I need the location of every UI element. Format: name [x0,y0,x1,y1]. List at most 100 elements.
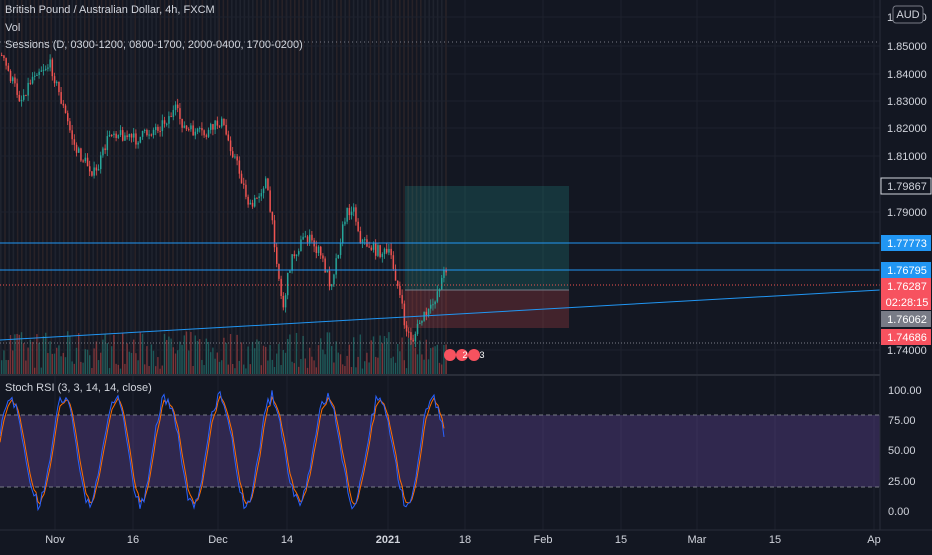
price-tag-label: 1.74686 [887,332,927,344]
candle-body [401,295,403,304]
session-stripe [340,0,342,375]
flag-icon[interactable] [444,349,456,361]
trend-line[interactable] [0,289,881,341]
candle-body [278,263,280,279]
candle-body [251,202,254,207]
candle-body [357,221,359,232]
volume-bar [392,356,394,375]
candle-body [181,118,183,128]
volume-bar [309,347,311,375]
session-stripe [382,0,384,375]
candle-body [64,105,67,114]
session-stripe [63,0,65,375]
stoch-rsi-legend[interactable]: Stoch RSI (3, 3, 14, 14, close) [5,382,152,394]
grid-lines [0,0,880,530]
session-stripe [428,0,430,375]
volume-bar [170,338,172,375]
flag-icon[interactable] [468,349,480,361]
volume-bar [78,333,80,375]
session-stripe [222,0,225,375]
candle-body [71,130,73,140]
session-stripe [117,0,120,375]
volume-bar [203,365,205,375]
candle-body [192,125,194,136]
candle-body [113,133,115,136]
candle-body [361,239,364,243]
sessions-legend[interactable]: Sessions (D, 0300-1200, 0800-1700, 2000-… [5,39,303,51]
candle-body [148,134,150,136]
price-tags: 1.79867 1.77773 1.76795 1.76287 02:28:15 1.76… [880,177,932,345]
candle-body [194,131,197,136]
candle-body [280,278,282,296]
rsi-tick-label: 50.00 [888,445,916,457]
volume-bar [366,352,368,375]
long-position-profit-zone[interactable] [405,186,569,290]
candle-body [155,126,157,130]
price-tick-label: 1.84000 [887,69,927,81]
candle-body [243,183,245,185]
time-axis[interactable]: Nov 16 Dec 14 2021 18 Feb 15 Mar 15 Ap [45,534,881,546]
rsi-tick-label: 25.00 [888,476,916,488]
session-stripe [441,0,443,375]
candle-body [146,130,148,136]
candle-body [326,270,329,273]
volume-bar [122,333,124,375]
candle-body [95,167,98,171]
volume-legend[interactable]: Vol [5,22,21,34]
price-candles [1,52,447,348]
candle-body [166,123,168,125]
volume-bar [67,331,69,375]
flag-icon[interactable] [456,349,468,361]
volume-bar [337,352,339,375]
volume-bar [1,360,3,375]
candle-body [397,280,399,286]
session-stripe [201,0,204,375]
sessions-bands [0,0,447,375]
session-stripe [315,0,317,375]
volume-bar [12,350,14,375]
session-stripe [42,0,44,375]
volume-bar [53,353,56,375]
volume-bar [304,358,306,375]
volume-bar [38,342,40,375]
volume-bar [201,359,203,375]
volume-bar [249,364,251,375]
volume-bar [445,344,447,375]
volume-bar [291,361,293,375]
time-axis-label: 2021 [376,534,400,546]
volume-bar [282,349,284,375]
symbol-legend[interactable]: British Pound / Australian Dollar, 4h, F… [5,4,215,16]
volume-bar [159,368,161,375]
volume-bar [97,360,100,375]
price-tag-label: 1.79867 [887,181,927,193]
volume-bar [146,346,148,375]
price-tag: 1.77773 [881,235,931,251]
volume-bar [408,338,410,375]
session-stripe [256,0,258,375]
session-stripe [100,0,103,375]
volume-bar [397,343,399,375]
price-tag-box [881,311,931,327]
volume-bar [232,363,234,375]
session-stripe [8,0,10,375]
volume-bar [320,338,322,375]
candle-body [317,246,320,253]
volume-bar [144,364,146,375]
candle-body [333,274,335,285]
candle-body [78,148,80,153]
volume-bar [183,335,185,375]
price-tag: 02:28:15 [881,294,931,310]
currency-badge-box[interactable] [892,5,924,24]
volume-bar [7,360,9,375]
volume-bar [293,363,295,375]
volume-bar [269,345,271,375]
session-stripe [306,0,309,375]
currency-badge[interactable]: AUD [892,5,924,24]
candle-body [86,157,89,167]
volume-bar [240,342,243,375]
candle-body [291,254,293,271]
event-markers[interactable]: 2 3 [444,349,485,361]
price-tick-label: 1.81000 [887,151,927,163]
